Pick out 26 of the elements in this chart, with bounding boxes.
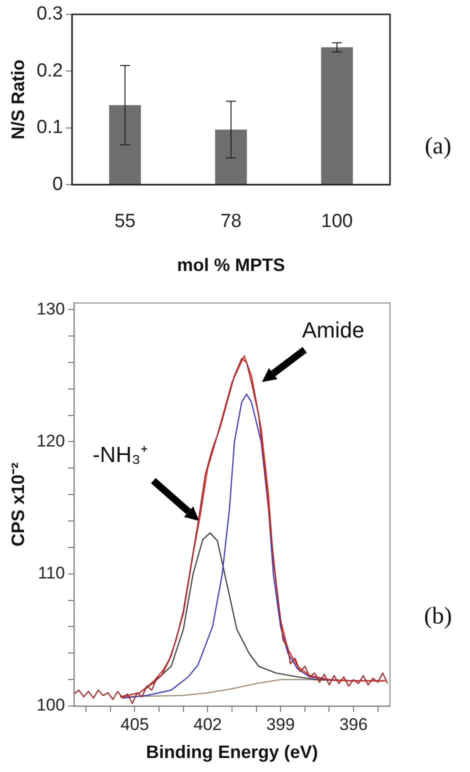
y-tick-label: 130 xyxy=(36,299,65,318)
y-tick-label: 0.3 xyxy=(36,4,64,25)
x-tick-label: 396 xyxy=(339,714,368,734)
x-tick-label: 405 xyxy=(120,714,149,734)
x-tick-label: 55 xyxy=(114,211,136,232)
bar xyxy=(321,47,353,184)
y-axis-title: N/S Ratio xyxy=(8,59,28,140)
x-tick-label: 402 xyxy=(193,714,222,734)
x-axis-title: mol % MPTS xyxy=(177,255,286,276)
y-tick-label: 110 xyxy=(38,564,65,583)
y-tick-label: 0.2 xyxy=(36,60,64,82)
x-tick-label: 100 xyxy=(321,211,353,232)
x-axis-title: Binding Energy (eV) xyxy=(146,742,318,762)
y-tick-label: 100 xyxy=(36,696,65,715)
x-tick-label: 399 xyxy=(266,714,295,734)
y-tick-label: 0.1 xyxy=(36,117,64,138)
bar xyxy=(109,105,141,184)
y-tick-label: 0 xyxy=(52,174,64,195)
x-tick-label: 78 xyxy=(220,211,242,232)
y-axis-title: CPS x10⁻² xyxy=(8,462,28,547)
text: (a) xyxy=(424,133,452,160)
annotation: -NH₃⁺ xyxy=(92,442,148,468)
y-tick-label: 120 xyxy=(36,431,65,450)
bar xyxy=(215,130,247,184)
annotation: Amide xyxy=(302,317,364,342)
text: (b) xyxy=(424,604,452,630)
